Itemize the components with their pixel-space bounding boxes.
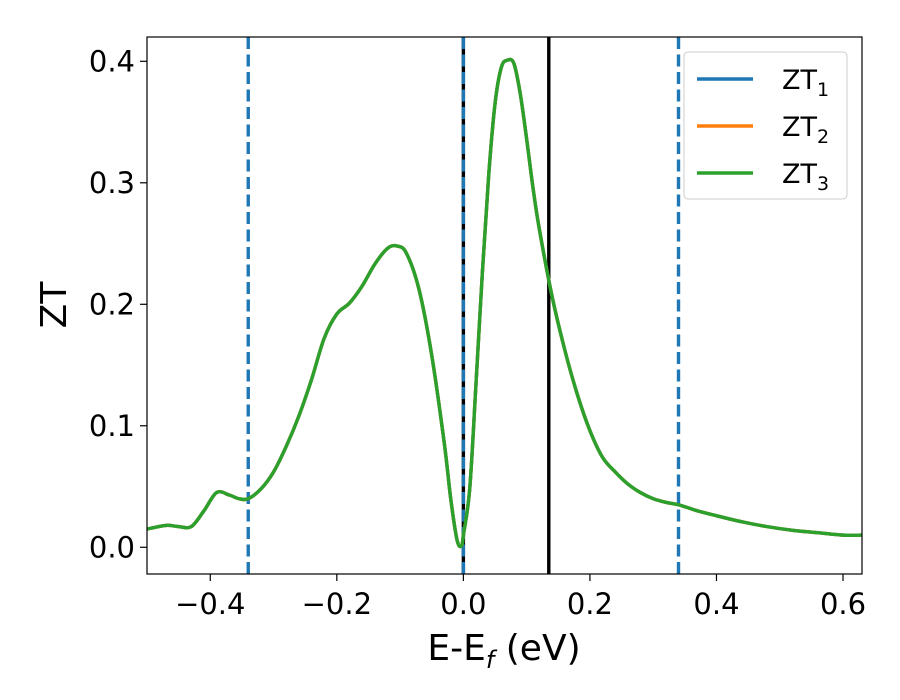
legend-box (683, 51, 848, 200)
legend-entry-1: ZT1 (697, 65, 829, 101)
y-ticks: 0.0 0.1 0.2 0.3 0.4 (89, 44, 147, 564)
y-tick-label: 0.0 (89, 530, 135, 564)
legend-label: ZT1 (782, 65, 829, 101)
series-line-3 (147, 57, 862, 549)
y-tick-label: 0.2 (89, 287, 135, 321)
y-tick-label: 0.1 (89, 409, 135, 443)
y-axis-label: ZT (34, 281, 75, 329)
legend-entry-3: ZT3 (697, 159, 829, 195)
legend-entry-2: ZT2 (697, 112, 829, 148)
y-tick-label: 0.4 (89, 44, 135, 78)
legend-label: ZT2 (782, 112, 829, 148)
x-tick-label: 0.6 (820, 587, 866, 621)
legend-label: ZT3 (782, 159, 829, 195)
x-ticks: −0.4 −0.2 0.0 0.2 0.4 0.6 (175, 574, 866, 621)
plot-content (147, 37, 862, 574)
x-axis-label-unit: (eV) (494, 628, 580, 669)
plot-frame (146, 36, 863, 575)
x-tick-label: 0.0 (440, 587, 486, 621)
legend: ZT1 ZT2 ZT3 (683, 51, 848, 200)
x-tick-label: −0.2 (302, 587, 372, 621)
y-tick-label: 0.3 (89, 166, 135, 200)
x-axis-label: E-Ef (eV) (427, 628, 580, 674)
x-tick-label: −0.4 (175, 587, 245, 621)
x-tick-label: 0.4 (693, 587, 739, 621)
x-tick-label: 0.2 (567, 587, 613, 621)
